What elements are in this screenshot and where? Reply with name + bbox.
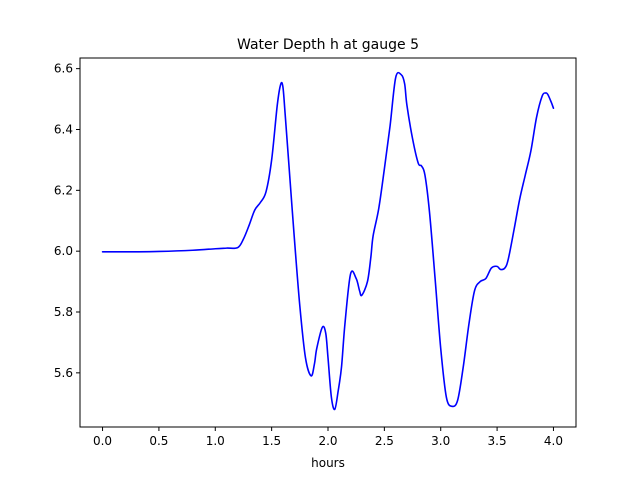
y-tick-label: 6.0 (54, 244, 73, 258)
x-axis: 0.0 0.5 1.0 1.5 2.0 2.5 3.0 3.5 4.0 (93, 427, 563, 448)
x-axis-label: hours (311, 456, 345, 470)
chart-title: Water Depth h at gauge 5 (237, 37, 419, 53)
y-tick-label: 6.2 (54, 183, 73, 197)
x-tick-label: 3.5 (488, 434, 507, 448)
plot-area (79, 57, 577, 428)
series-line-water-depth (101, 71, 555, 411)
y-tick-label: 5.8 (54, 305, 73, 319)
x-tick-label: 4.0 (544, 434, 563, 448)
x-tick-label: 0.5 (149, 434, 168, 448)
x-tick-label: 2.0 (318, 434, 337, 448)
y-tick-label: 5.6 (54, 366, 73, 380)
x-tick-label: 0.0 (93, 434, 112, 448)
x-tick-label: 3.0 (431, 434, 450, 448)
x-tick-label: 2.5 (375, 434, 394, 448)
x-tick-label: 1.0 (206, 434, 225, 448)
y-tick-label: 6.4 (54, 122, 73, 136)
y-tick-label: 6.6 (54, 62, 73, 76)
y-axis: 5.6 5.8 6.0 6.2 6.4 6.6 (54, 62, 80, 380)
x-tick-label: 1.5 (262, 434, 281, 448)
